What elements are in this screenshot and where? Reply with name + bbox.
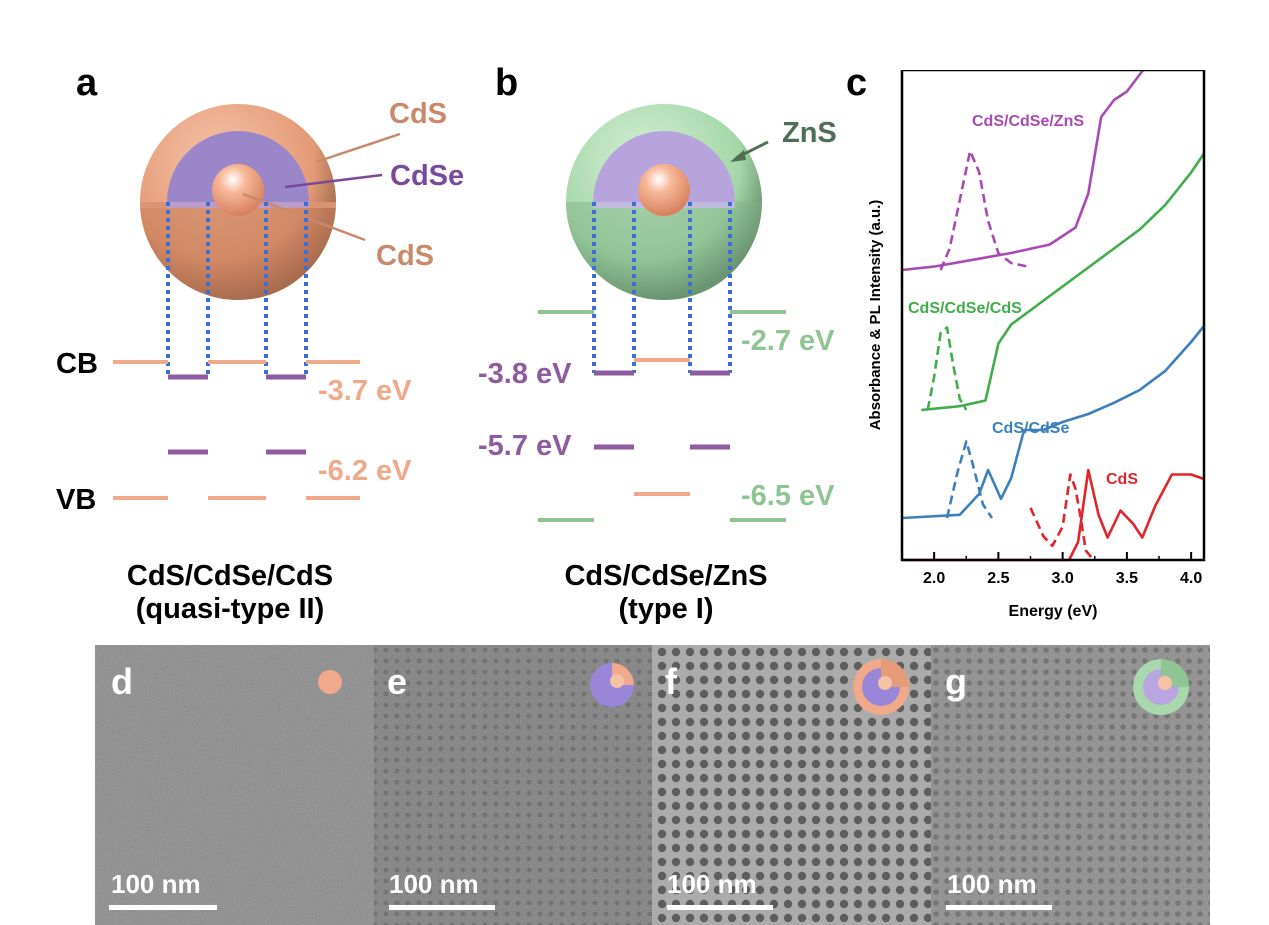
shell-label-a: CdS (389, 98, 447, 130)
absorbance-line-cds-cdse (901, 325, 1206, 520)
cdse-pointer-a (284, 173, 383, 189)
x-axis-ticks: 2.0 2.5 3.0 3.5 4.0 (901, 552, 1202, 587)
tem-e-letter: e (387, 661, 408, 702)
panel-a-letter: a (76, 62, 98, 104)
tem-g-scale-label: 100 nm (947, 869, 1037, 899)
x-tick-label-3.5: 3.5 (1116, 570, 1138, 587)
spectra-chart: 2.0 2.5 3.0 3.5 4.0 Energy (eV) Absorbance &… (867, 70, 1206, 620)
caption-b-line1: CdS/CdSe/ZnS (564, 560, 768, 592)
core-label-a: CdS (376, 240, 434, 272)
scale-bar-d (109, 905, 217, 910)
caption-b: CdS/CdSe/ZnS (type I) (496, 560, 836, 627)
caption-a-line2: (quasi-type II) (135, 593, 325, 626)
scale-bar-f (667, 905, 773, 910)
cb-label: CB (56, 348, 98, 380)
tem-f-letter: f (665, 661, 677, 702)
vb-label: VB (56, 484, 97, 516)
absorbance-line-cds-cdse-zns (901, 70, 1145, 272)
absorbance-line-cds-cdse-cds (921, 152, 1206, 412)
inset-e-particle (590, 663, 634, 707)
tem-g-letter: g (945, 661, 967, 702)
series-label-cds-cdse: CdS/CdSe (992, 420, 1069, 437)
panel-a-diagram (113, 104, 401, 500)
scale-bar-e (389, 905, 495, 910)
nanoparticle-a (140, 104, 336, 300)
cdse-vb-energy: -5.7 eV (478, 430, 572, 462)
x-tick-label-2.0: 2.0 (923, 570, 945, 587)
panel-b-diagram (538, 104, 786, 522)
tem-texture (95, 645, 1210, 925)
absorbance-line-cds (902, 468, 1205, 562)
pl-line-cds-cdse-zns (939, 149, 1031, 271)
series-labels: CdS/CdSe/ZnS CdS/CdSe/CdS CdS/CdSe CdS (908, 113, 1138, 488)
tem-strip: d e f g 100 nm 100 nm 100 nm 100 nm (95, 645, 1210, 925)
tem-d-letter: d (111, 661, 133, 702)
x-tick-label-3.0: 3.0 (1052, 570, 1074, 587)
pl-line-cds-cdse (945, 440, 994, 519)
zns-label: ZnS (782, 117, 837, 149)
cdse-label-a: CdSe (390, 160, 465, 192)
x-tick-label-4.0: 4.0 (1180, 570, 1202, 587)
zns-pointer-arrowhead (730, 150, 746, 162)
inset-g-particle (1133, 659, 1189, 715)
inset-d-particle (318, 670, 342, 694)
pl-line-cds (1029, 473, 1095, 561)
series-label-cds: CdS (1106, 471, 1138, 488)
inset-f-particle (853, 659, 909, 715)
tem-noise (95, 645, 1210, 925)
energy-levels-b (538, 310, 786, 522)
cb-energy-a: -3.7 eV (318, 375, 412, 407)
cdse-cb-energy: -3.8 eV (478, 358, 572, 390)
panel-c-letter: c (846, 62, 868, 104)
y-axis-label: Absorbance & PL Intensity (a.u.) (867, 200, 884, 431)
scale-bar-g (946, 905, 1052, 910)
series-label-cds-cdse-zns: CdS/CdSe/ZnS (972, 113, 1084, 130)
x-tick-label-2.5: 2.5 (987, 570, 1009, 587)
dotted-connectors-a (166, 202, 308, 377)
tem-f-scale-label: 100 nm (667, 869, 757, 899)
x-axis-label: Energy (eV) (1009, 603, 1098, 620)
tem-d-scale-label: 100 nm (111, 869, 201, 899)
panel-b-letter: b (495, 62, 519, 104)
series-label-cds-cdse-cds: CdS/CdSe/CdS (908, 300, 1022, 317)
shell-pointer-a (315, 132, 401, 164)
caption-a: CdS/CdSe/CdS (quasi-type II) (60, 560, 400, 627)
nanoparticle-b (566, 104, 762, 300)
caption-b-line2: (type I) (618, 593, 714, 626)
zns-vb-energy: -6.5 eV (741, 480, 835, 512)
chart-series-group (901, 70, 1206, 562)
chart-frame (900, 70, 1206, 562)
zns-cb-energy: -2.7 eV (741, 325, 835, 357)
vb-energy-a: -6.2 eV (318, 455, 412, 487)
caption-a-line1: CdS/CdSe/CdS (126, 560, 334, 592)
pl-line-cds-cdse-cds (926, 326, 968, 411)
energy-levels-a (113, 360, 360, 500)
tem-e-scale-label: 100 nm (389, 869, 479, 899)
core-pointer-a (242, 192, 366, 242)
